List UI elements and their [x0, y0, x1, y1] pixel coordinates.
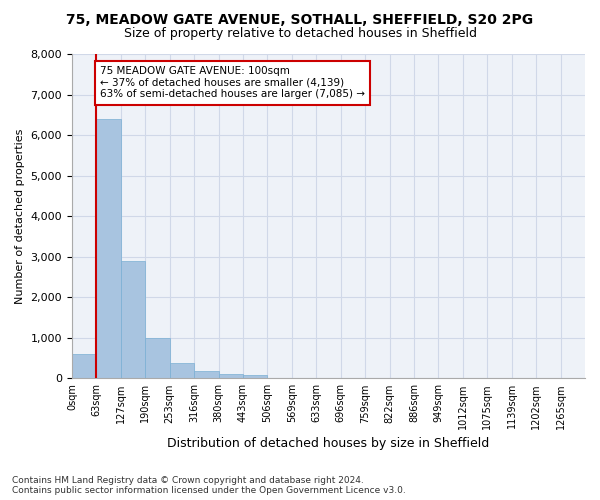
Bar: [243, 374, 268, 378]
Bar: [72, 354, 97, 378]
Bar: [121, 260, 145, 378]
Y-axis label: Number of detached properties: Number of detached properties: [15, 128, 25, 304]
Text: 75 MEADOW GATE AVENUE: 100sqm
← 37% of detached houses are smaller (4,139)
63% o: 75 MEADOW GATE AVENUE: 100sqm ← 37% of d…: [100, 66, 365, 100]
Text: Size of property relative to detached houses in Sheffield: Size of property relative to detached ho…: [124, 28, 476, 40]
Bar: [170, 363, 194, 378]
Bar: [97, 119, 121, 378]
Text: 75, MEADOW GATE AVENUE, SOTHALL, SHEFFIELD, S20 2PG: 75, MEADOW GATE AVENUE, SOTHALL, SHEFFIE…: [67, 12, 533, 26]
X-axis label: Distribution of detached houses by size in Sheffield: Distribution of detached houses by size …: [167, 437, 490, 450]
Bar: [194, 372, 218, 378]
Bar: [145, 338, 170, 378]
Text: Contains HM Land Registry data © Crown copyright and database right 2024.
Contai: Contains HM Land Registry data © Crown c…: [12, 476, 406, 495]
Bar: [218, 374, 243, 378]
